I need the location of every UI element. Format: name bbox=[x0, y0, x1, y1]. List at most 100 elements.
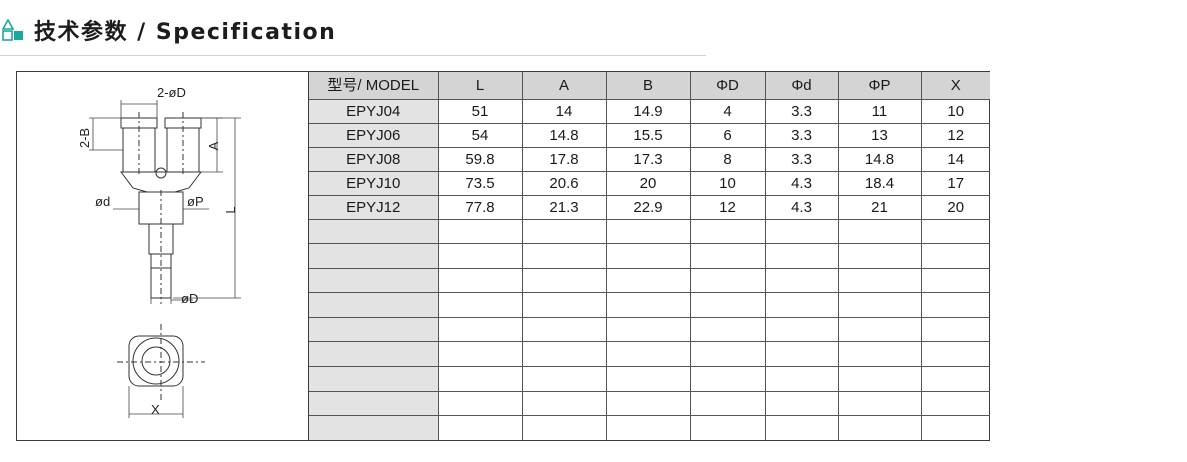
table-cell bbox=[920, 267, 990, 294]
table-cell bbox=[521, 292, 607, 318]
table-row: EPYJ06 54 14.8 15.5 6 3.3 13 12 bbox=[309, 122, 990, 148]
table-cell bbox=[837, 366, 922, 392]
label-l: L bbox=[223, 206, 238, 213]
empty-table-row bbox=[309, 316, 990, 343]
table-cell bbox=[764, 218, 839, 245]
model-cell bbox=[309, 243, 439, 269]
table-cell bbox=[689, 366, 766, 392]
table-cell bbox=[920, 316, 990, 343]
fitting-drawing: 2-øD 2-B A L ød øP øD X bbox=[77, 85, 241, 418]
model-cell: EPYJ04 bbox=[309, 98, 439, 124]
table-cell: 10 bbox=[920, 98, 990, 124]
table-cell bbox=[689, 243, 766, 269]
table-cell bbox=[605, 341, 691, 368]
table-cell bbox=[605, 366, 691, 392]
model-cell bbox=[309, 341, 439, 368]
table-cell bbox=[920, 218, 990, 245]
table-cell bbox=[437, 341, 523, 368]
table-cell bbox=[521, 366, 607, 392]
table-cell bbox=[689, 341, 766, 368]
table-cell bbox=[521, 341, 607, 368]
model-cell bbox=[309, 415, 439, 441]
table-cell: 8 bbox=[689, 146, 766, 172]
table-cell bbox=[437, 390, 523, 417]
table-cell: 20 bbox=[920, 194, 990, 220]
table-cell: 12 bbox=[689, 194, 766, 220]
table-cell: 21.3 bbox=[521, 194, 607, 220]
table-cell bbox=[521, 390, 607, 417]
table-cell bbox=[605, 390, 691, 417]
table-cell bbox=[605, 316, 691, 343]
model-cell bbox=[309, 218, 439, 245]
table-cell bbox=[605, 267, 691, 294]
table-cell bbox=[689, 415, 766, 441]
model-cell bbox=[309, 292, 439, 318]
table-cell: 54 bbox=[437, 122, 523, 148]
triangle-square-logo-icon bbox=[2, 19, 23, 41]
table-cell: 77.8 bbox=[437, 194, 523, 220]
table-cell: 3.3 bbox=[764, 98, 839, 124]
table-cell bbox=[920, 366, 990, 392]
table-cell bbox=[764, 267, 839, 294]
table-cell bbox=[920, 292, 990, 318]
table-cell bbox=[837, 341, 922, 368]
table-cell: 14.8 bbox=[521, 122, 607, 148]
label-x: X bbox=[151, 402, 160, 417]
column-header-a: A bbox=[521, 72, 607, 100]
table-cell bbox=[605, 218, 691, 245]
table-cell bbox=[837, 292, 922, 318]
table-cell bbox=[605, 415, 691, 441]
table-cell: 18.4 bbox=[837, 170, 922, 196]
table-cell: 13 bbox=[837, 122, 922, 148]
table-cell: 11 bbox=[837, 98, 922, 124]
empty-table-row bbox=[309, 267, 990, 294]
table-cell bbox=[764, 390, 839, 417]
table-cell: 14 bbox=[521, 98, 607, 124]
table-cell: 17.3 bbox=[605, 146, 691, 172]
table-cell: 6 bbox=[689, 122, 766, 148]
table-cell: 20 bbox=[605, 170, 691, 196]
table-cell bbox=[764, 243, 839, 269]
table-cell bbox=[437, 415, 523, 441]
table-cell: 14.8 bbox=[837, 146, 922, 172]
table-cell bbox=[764, 366, 839, 392]
table-cell: 4.3 bbox=[764, 170, 839, 196]
table-cell: 73.5 bbox=[437, 170, 523, 196]
table-cell bbox=[920, 390, 990, 417]
table-row: EPYJ04 51 14 14.9 4 3.3 11 10 bbox=[309, 98, 990, 124]
model-cell bbox=[309, 366, 439, 392]
table-cell bbox=[437, 316, 523, 343]
table-cell bbox=[521, 243, 607, 269]
table-cell: 22.9 bbox=[605, 194, 691, 220]
model-cell bbox=[309, 316, 439, 343]
empty-table-row bbox=[309, 218, 990, 245]
model-cell: EPYJ12 bbox=[309, 194, 439, 220]
table-cell: 3.3 bbox=[764, 146, 839, 172]
table-cell bbox=[920, 415, 990, 441]
table-cell: 12 bbox=[920, 122, 990, 148]
table-cell bbox=[837, 218, 922, 245]
spec-table: 型号/ MODEL L A B ΦD Φd ΦP X EPYJ04 51 14 … bbox=[309, 72, 990, 441]
table-cell bbox=[837, 267, 922, 294]
model-cell: EPYJ10 bbox=[309, 170, 439, 196]
table-cell bbox=[605, 292, 691, 318]
table-cell bbox=[764, 316, 839, 343]
table-cell: 20.6 bbox=[521, 170, 607, 196]
table-cell: 10 bbox=[689, 170, 766, 196]
table-cell bbox=[689, 292, 766, 318]
table-cell bbox=[437, 366, 523, 392]
page-title: 技术参数 / Specification bbox=[34, 20, 337, 45]
table-cell bbox=[689, 218, 766, 245]
table-cell bbox=[764, 341, 839, 368]
column-header-l: L bbox=[437, 72, 523, 100]
label-od-small: ød bbox=[95, 194, 110, 209]
table-cell: 17 bbox=[920, 170, 990, 196]
table-cell: 17.8 bbox=[521, 146, 607, 172]
table-cell: 21 bbox=[837, 194, 922, 220]
empty-table-row bbox=[309, 366, 990, 392]
empty-table-row bbox=[309, 292, 990, 318]
model-cell: EPYJ06 bbox=[309, 122, 439, 148]
label-2-od: 2-øD bbox=[157, 85, 186, 100]
table-cell bbox=[521, 415, 607, 441]
table-cell: 59.8 bbox=[437, 146, 523, 172]
